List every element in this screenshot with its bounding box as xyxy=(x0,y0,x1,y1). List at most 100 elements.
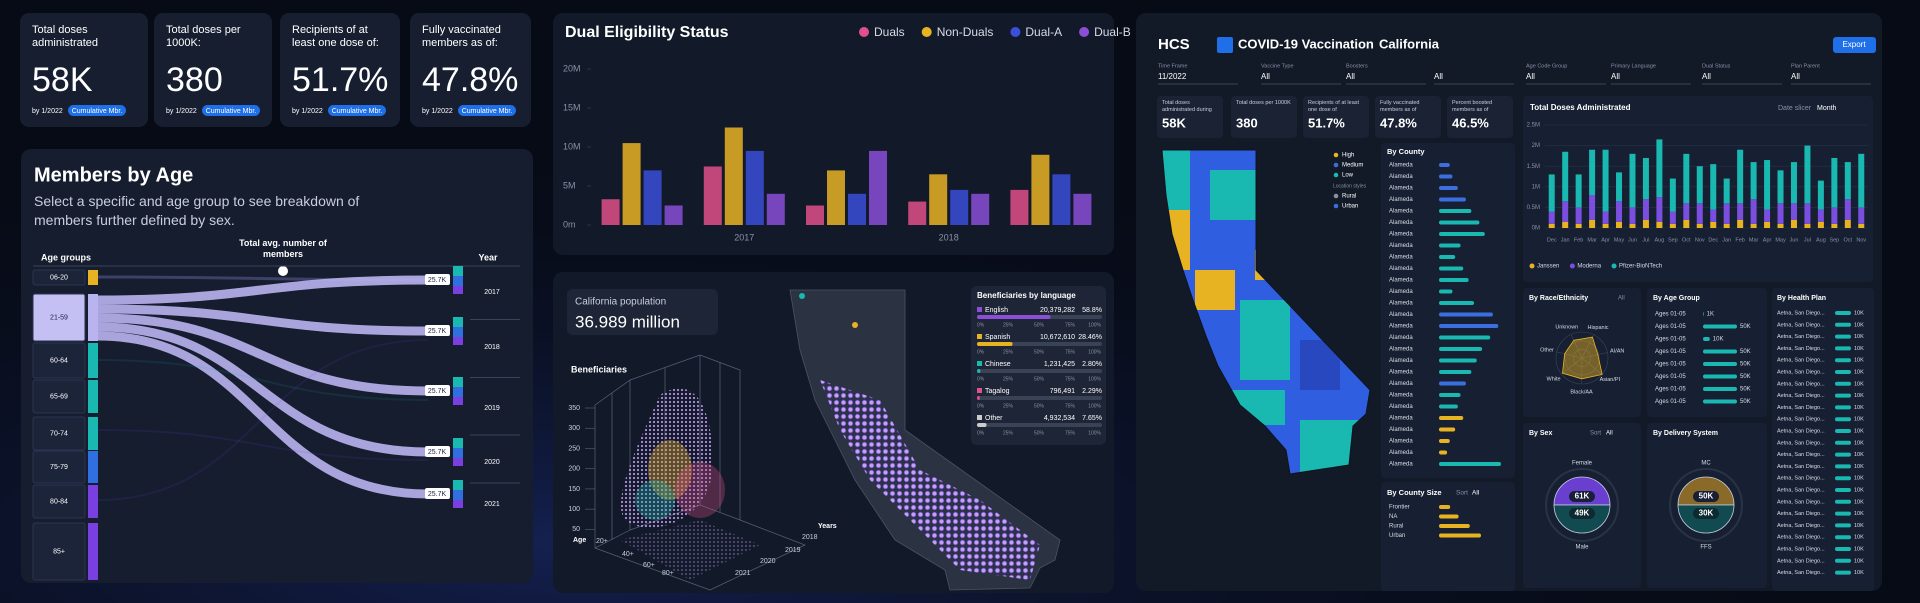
age-group-box[interactable] xyxy=(32,450,86,484)
bar-segment xyxy=(1844,219,1851,228)
axis-label: Years xyxy=(818,523,837,530)
back-button[interactable] xyxy=(1217,37,1233,53)
expand-button[interactable] xyxy=(278,266,288,276)
age-group-box[interactable] xyxy=(32,484,86,519)
age-group-box[interactable] xyxy=(32,293,86,342)
row-label: Alameda xyxy=(1389,416,1413,422)
value-label: 50K xyxy=(1740,324,1751,330)
bar xyxy=(1835,358,1851,363)
age-group-strip xyxy=(88,294,98,341)
scale-label: 50% xyxy=(1034,403,1045,409)
bar xyxy=(1439,243,1461,248)
bar xyxy=(1439,404,1458,409)
radar-area xyxy=(1562,336,1603,380)
bar xyxy=(1010,189,1029,225)
gauge-ring xyxy=(1545,468,1619,542)
scale-label: 25% xyxy=(1003,349,1014,355)
column-header: Year xyxy=(478,252,498,262)
kpi-value: 51.7% xyxy=(292,61,388,99)
x-tick-label: Sep xyxy=(1668,237,1678,243)
export-button[interactable] xyxy=(1833,37,1876,53)
kpi-date: by 1/2022 xyxy=(166,108,197,115)
z-tick-label: 2018 xyxy=(802,534,818,541)
bar-segment xyxy=(1777,203,1784,224)
bar xyxy=(1703,337,1710,341)
age-group-label: 06-20 xyxy=(50,274,68,281)
bar xyxy=(1439,358,1477,363)
bar-segment xyxy=(1683,153,1690,204)
row-label: Frontier xyxy=(1389,505,1410,511)
bar xyxy=(1439,524,1470,528)
card-value: 36.989 million xyxy=(575,312,680,331)
y-tick-label: 300 xyxy=(568,425,580,432)
filter-value: All xyxy=(1526,72,1535,81)
bar xyxy=(977,369,981,373)
bar-segment xyxy=(1669,211,1676,224)
bar xyxy=(724,127,743,225)
age-group-box[interactable] xyxy=(32,522,86,581)
row-label: Alameda xyxy=(1389,186,1413,192)
age-group-strip xyxy=(88,485,98,518)
bar xyxy=(1439,209,1472,213)
row-label: Aetna, San Diego... xyxy=(1777,570,1825,576)
row-label: Aetna, San Diego... xyxy=(1777,523,1825,529)
filter-label: Age Code Group xyxy=(1526,63,1567,69)
age-group-box[interactable] xyxy=(32,269,86,286)
sankey-flows xyxy=(97,275,429,501)
scale-label: 100% xyxy=(1088,322,1101,328)
scale-label: 0% xyxy=(977,322,985,328)
bar-segment xyxy=(1764,209,1771,222)
row-label: NA xyxy=(1389,514,1397,520)
bar-segment xyxy=(1562,151,1569,202)
region: California xyxy=(1379,36,1440,51)
legend-swatch xyxy=(1569,263,1575,269)
table-card xyxy=(971,286,1106,445)
radar-spoke xyxy=(1556,351,1583,359)
column-header: Total avg. number of members xyxy=(239,238,327,259)
bar-segment xyxy=(1790,203,1797,220)
row-label: Aetna, San Diego... xyxy=(1777,417,1825,423)
row-label: Aetna, San Diego... xyxy=(1777,558,1825,564)
bar-segment xyxy=(1562,201,1569,222)
x-tick-label: 60+ xyxy=(643,562,655,569)
bar-segment xyxy=(1831,157,1838,208)
y-tick-label: 150 xyxy=(568,486,580,493)
x-tick-label: May xyxy=(1614,237,1625,243)
scale-label: 75% xyxy=(1065,430,1076,436)
row-label: Aetna, San Diego... xyxy=(1777,369,1825,375)
value-label: 10K xyxy=(1854,405,1864,411)
bar xyxy=(977,315,1051,319)
bar-segment xyxy=(1858,153,1865,208)
bar-segment xyxy=(1548,211,1555,224)
scale-label: 0% xyxy=(977,403,985,409)
bar xyxy=(1835,499,1851,504)
gauge-value: 50K xyxy=(1699,492,1714,501)
row-label: Alameda xyxy=(1389,450,1413,456)
bar xyxy=(1439,278,1469,282)
x-tick-label: Mar xyxy=(1749,237,1759,243)
bar xyxy=(1073,193,1092,225)
age-group-box[interactable] xyxy=(32,379,86,414)
age-group-box[interactable] xyxy=(32,416,86,451)
filter-label: Dual Status xyxy=(1702,63,1731,69)
panel-title: By Health Plan xyxy=(1777,295,1826,302)
row-label: Aetna, San Diego... xyxy=(1777,499,1825,505)
bar xyxy=(1835,417,1851,422)
age-group-strip xyxy=(88,270,98,285)
x-tick-label: Nov xyxy=(1856,237,1866,243)
legend-swatch xyxy=(859,27,869,37)
row-label: Alameda xyxy=(1389,243,1413,249)
row-label: Alameda xyxy=(1389,220,1413,226)
scale-label: 50% xyxy=(1034,430,1045,436)
legend-swatch xyxy=(977,334,982,339)
bar-track xyxy=(977,423,1102,427)
flow-label: 25.7K xyxy=(428,277,447,284)
map-markers xyxy=(820,380,1040,580)
bar xyxy=(622,143,641,225)
age-group-box[interactable] xyxy=(32,342,86,379)
y-tick-label: 250 xyxy=(568,445,580,452)
legend-swatch xyxy=(1079,27,1090,37)
value-label: 10K xyxy=(1854,511,1864,517)
scale-label: 100% xyxy=(1088,376,1101,382)
